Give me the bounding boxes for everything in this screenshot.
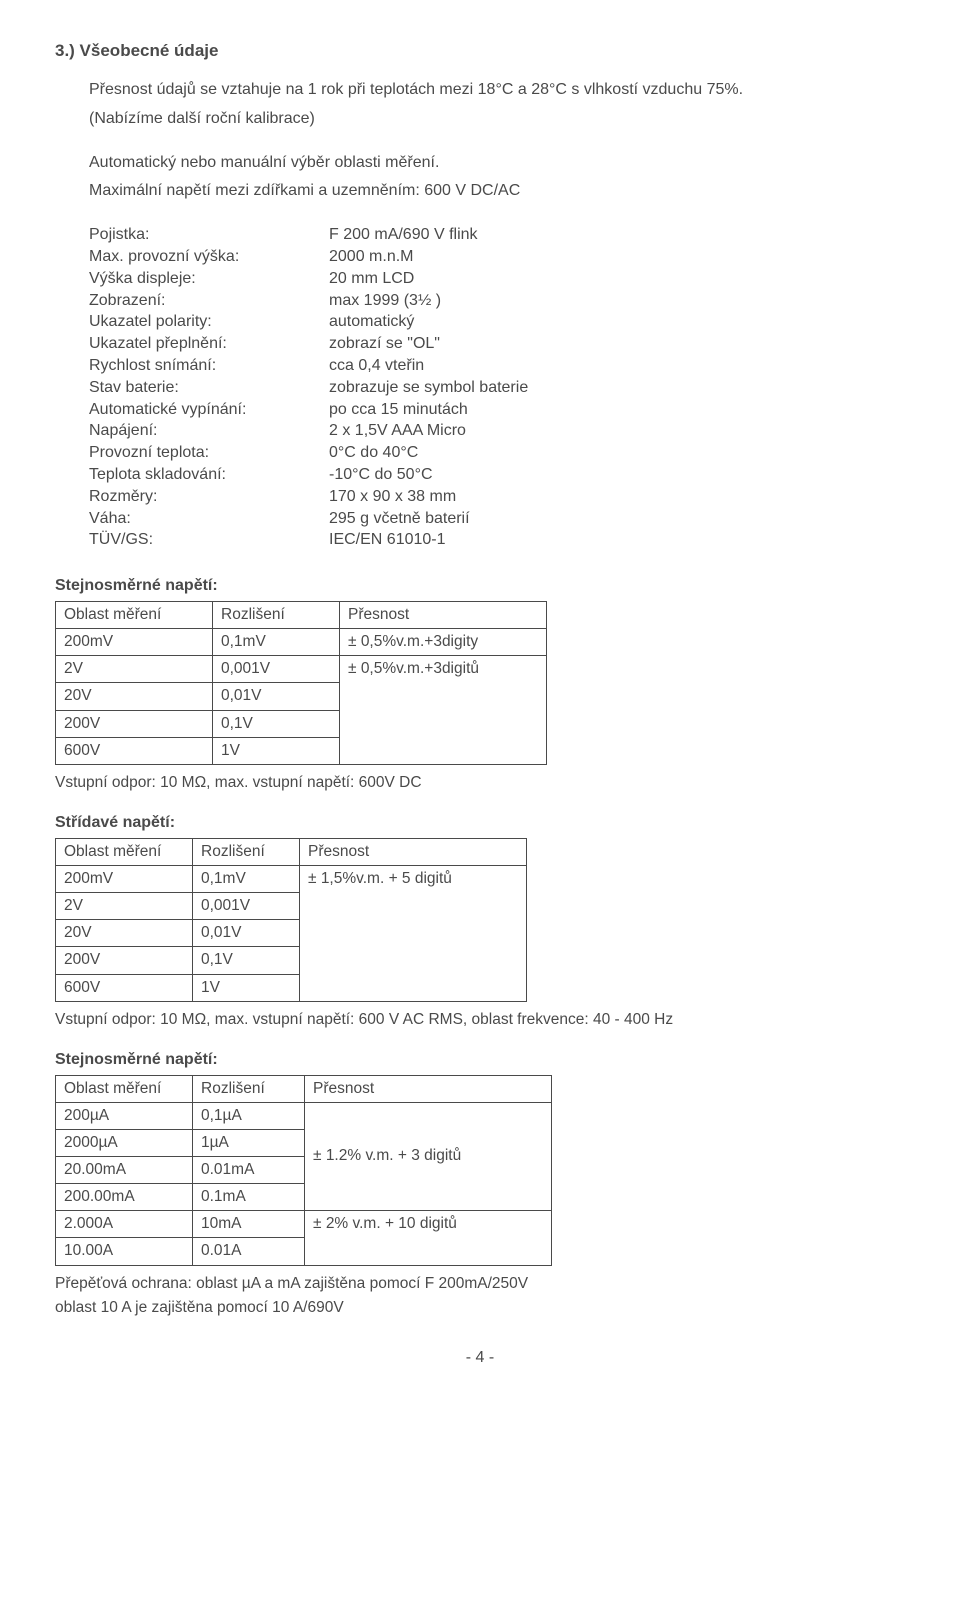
table-cell: ± 1,5%v.m. + 5 digitů	[300, 865, 527, 1001]
table-cell: 200V	[56, 710, 213, 737]
table-cell: 10mA	[193, 1211, 305, 1238]
spec-value: -10°C do 50°C	[329, 465, 905, 486]
spec-label: Rychlost snímání:	[89, 356, 319, 377]
table-cell: 600V	[56, 737, 213, 764]
th-range: Oblast měření	[56, 602, 213, 629]
table-cell: 200mV	[56, 629, 213, 656]
table-cell: 1µA	[193, 1129, 305, 1156]
table-cell: 10.00A	[56, 1238, 193, 1265]
th-acc: Přesnost	[340, 602, 547, 629]
table-cell: 1V	[213, 737, 340, 764]
table-cell: ± 1.2% v.m. + 3 digitů	[305, 1102, 552, 1211]
spec-label: Provozní teplota:	[89, 443, 319, 464]
dcv-note: Vstupní odpor: 10 MΩ, max. vstupní napět…	[55, 773, 905, 793]
spec-label: Výška displeje:	[89, 269, 319, 290]
th-res: Rozlišení	[193, 838, 300, 865]
table-cell: 0,01V	[193, 920, 300, 947]
spec-value: 2000 m.n.M	[329, 247, 905, 268]
table-cell: 0,001V	[213, 656, 340, 683]
spec-value: cca 0,4 vteřin	[329, 356, 905, 377]
table-cell: 2V	[56, 656, 213, 683]
table-cell: 0,01V	[213, 683, 340, 710]
th-acc: Přesnost	[305, 1075, 552, 1102]
table-cell: 0,1mV	[213, 629, 340, 656]
spec-label: TÜV/GS:	[89, 530, 319, 551]
table-cell: 200V	[56, 947, 193, 974]
spec-value: po cca 15 minutách	[329, 400, 905, 421]
spec-value: IEC/EN 61010-1	[329, 530, 905, 551]
spec-label: Ukazatel polarity:	[89, 312, 319, 333]
table-cell: 0,1mV	[193, 865, 300, 892]
spec-value: 170 x 90 x 38 mm	[329, 487, 905, 508]
acv-note: Vstupní odpor: 10 MΩ, max. vstupní napět…	[55, 1010, 905, 1030]
spec-label: Automatické vypínání:	[89, 400, 319, 421]
spec-label: Pojistka:	[89, 225, 319, 246]
th-range: Oblast měření	[56, 1075, 193, 1102]
spec-label: Ukazatel přeplnění:	[89, 334, 319, 355]
dca-note-2: oblast 10 A je zajištěna pomocí 10 A/690…	[55, 1298, 905, 1318]
spec-value: automatický	[329, 312, 905, 333]
spec-value: F 200 mA/690 V flink	[329, 225, 905, 246]
table-cell: 1V	[193, 974, 300, 1001]
table-cell: 0,1V	[193, 947, 300, 974]
table-cell: 20V	[56, 920, 193, 947]
intro-line-1: Přesnost údajů se vztahuje na 1 rok při …	[89, 80, 905, 101]
table-cell: 0.01mA	[193, 1157, 305, 1184]
table-cell: 0,001V	[193, 893, 300, 920]
spec-value: zobrazuje se symbol baterie	[329, 378, 905, 399]
table-cell: 0.1mA	[193, 1184, 305, 1211]
spec-label: Stav baterie:	[89, 378, 319, 399]
spec-value: 0°C do 40°C	[329, 443, 905, 464]
th-range: Oblast měření	[56, 838, 193, 865]
page-number: - 4 -	[55, 1348, 905, 1369]
table-cell: 200mV	[56, 865, 193, 892]
dca-note-1: Přepěťová ochrana: oblast µA a mA zajišt…	[55, 1274, 905, 1294]
section-heading: 3.) Všeobecné údaje	[55, 40, 905, 62]
table-cell: 20.00mA	[56, 1157, 193, 1184]
intro-line-2: (Nabízíme další roční kalibrace)	[89, 109, 905, 130]
spec-label: Zobrazení:	[89, 291, 319, 312]
table-cell: 2.000A	[56, 1211, 193, 1238]
spec-label: Max. provozní výška:	[89, 247, 319, 268]
spec-label: Váha:	[89, 509, 319, 530]
spec-value: 20 mm LCD	[329, 269, 905, 290]
spec-label: Rozměry:	[89, 487, 319, 508]
dca-title: Stejnosměrné napětí:	[55, 1050, 905, 1071]
table-cell: 20V	[56, 683, 213, 710]
table-cell: 2000µA	[56, 1129, 193, 1156]
th-acc: Přesnost	[300, 838, 527, 865]
intro-line-4: Maximální napětí mezi zdířkami a uzemněn…	[89, 181, 905, 202]
th-res: Rozlišení	[193, 1075, 305, 1102]
table-cell: 2V	[56, 893, 193, 920]
acv-table: Oblast měření Rozlišení Přesnost 200mV 0…	[55, 838, 527, 1002]
dcv-table: Oblast měření Rozlišení Přesnost 200mV 0…	[55, 601, 547, 765]
spec-list: Pojistka: F 200 mA/690 V flink Max. provoz…	[89, 225, 905, 551]
spec-label: Teplota skladování:	[89, 465, 319, 486]
table-cell: 200µA	[56, 1102, 193, 1129]
table-cell: ± 0,5%v.m.+3digitů	[340, 656, 547, 765]
spec-label: Napájení:	[89, 421, 319, 442]
spec-value: max 1999 (3½ )	[329, 291, 905, 312]
table-cell: 200.00mA	[56, 1184, 193, 1211]
dca-table: Oblast měření Rozlišení Přesnost 200µA 0…	[55, 1075, 552, 1266]
table-cell: 0,1µA	[193, 1102, 305, 1129]
spec-value: zobrazí se "OL"	[329, 334, 905, 355]
table-cell: ± 2% v.m. + 10 digitů	[305, 1211, 552, 1265]
table-cell: 0.01A	[193, 1238, 305, 1265]
table-cell: ± 0,5%v.m.+3digity	[340, 629, 547, 656]
acv-title: Střídavé napětí:	[55, 813, 905, 834]
table-cell: 0,1V	[213, 710, 340, 737]
intro-line-3: Automatický nebo manuální výběr oblasti …	[89, 153, 905, 174]
th-res: Rozlišení	[213, 602, 340, 629]
spec-value: 2 x 1,5V AAA Micro	[329, 421, 905, 442]
spec-value: 295 g včetně baterií	[329, 509, 905, 530]
table-cell: 600V	[56, 974, 193, 1001]
dcv-title: Stejnosměrné napětí:	[55, 576, 905, 597]
